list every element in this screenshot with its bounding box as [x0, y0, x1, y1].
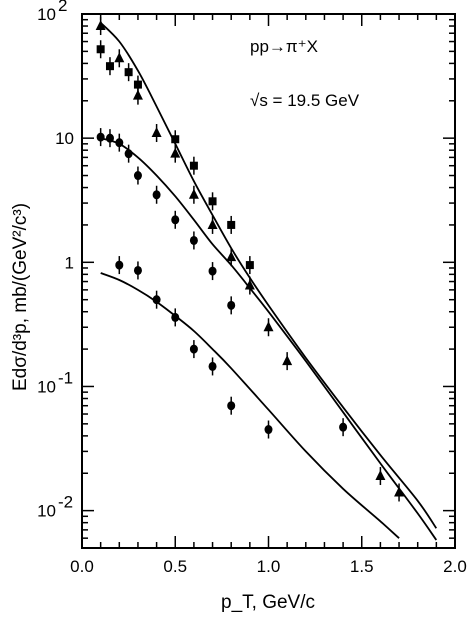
data-point-circle: [189, 235, 198, 245]
data-point-circle: [227, 401, 236, 411]
y-tick-label: 10: [37, 377, 56, 396]
x-tick-label: 1.0: [257, 557, 281, 576]
data-point-circle: [264, 425, 273, 435]
data-point-triangle: [375, 470, 386, 481]
x-axis-title: p_T, GeV/c: [221, 592, 315, 613]
data-point-triangle: [188, 188, 199, 199]
x-tick-label: 0.0: [70, 557, 94, 576]
data-point-circle: [227, 300, 236, 310]
data-point-circle: [133, 171, 142, 181]
data-point-circle: [115, 260, 124, 270]
y-tick-label: 10: [37, 5, 56, 24]
data-point-square: [189, 161, 198, 170]
data-point-square: [208, 197, 217, 206]
data-point-square: [96, 45, 105, 54]
data-point-square: [124, 68, 133, 77]
data-points: [95, 17, 405, 502]
annotation-energy: √s = 19.5 GeV: [250, 91, 360, 110]
data-point-triangle: [244, 279, 255, 290]
model-curve-2: [100, 137, 438, 541]
data-point-circle: [115, 138, 124, 148]
data-point-circle: [208, 361, 217, 371]
data-point-circle: [208, 266, 217, 276]
data-point-circle: [171, 312, 180, 322]
y-tick-exponent: -1: [58, 368, 73, 387]
data-point-square: [171, 135, 180, 144]
data-point-triangle: [394, 486, 405, 497]
data-point-circle: [133, 265, 142, 275]
data-point-triangle: [282, 355, 293, 366]
data-point-square: [227, 220, 236, 229]
data-point-triangle: [132, 89, 143, 100]
data-point-circle: [152, 295, 161, 305]
data-point-triangle: [263, 321, 274, 332]
data-point-circle: [124, 149, 133, 159]
x-axis-ticks: 0.0 0.5 1.0 1.5 2.0: [70, 14, 467, 576]
annotation-reaction: pp→π⁺X: [250, 37, 318, 56]
y-axis-title: Edσ/d³p, mb/(GeV²/c³): [10, 203, 31, 391]
y-tick-exponent: 2: [58, 0, 67, 15]
y-tick-label: 10: [55, 129, 74, 148]
data-point-square: [133, 80, 142, 89]
data-point-triangle: [226, 251, 237, 262]
data-point-square: [245, 261, 254, 270]
data-point-circle: [171, 215, 180, 225]
data-point-circle: [96, 132, 105, 142]
y-tick-label: 1: [65, 253, 74, 272]
x-tick-label: 1.5: [350, 557, 374, 576]
data-point-triangle: [114, 52, 125, 63]
y-tick-label: 10: [37, 502, 56, 521]
x-tick-label: 2.0: [443, 557, 467, 576]
x-tick-label: 0.5: [163, 557, 187, 576]
y-tick-exponent: -2: [58, 493, 73, 512]
model-curve-3: [100, 272, 400, 539]
data-point-triangle: [170, 147, 181, 158]
data-point-circle: [189, 344, 198, 354]
data-point-triangle: [95, 20, 106, 31]
data-point-triangle: [207, 218, 218, 229]
data-point-square: [105, 62, 114, 71]
data-point-circle: [339, 422, 348, 432]
data-point-circle: [105, 133, 114, 143]
data-point-circle: [152, 190, 161, 200]
data-point-triangle: [151, 127, 162, 138]
